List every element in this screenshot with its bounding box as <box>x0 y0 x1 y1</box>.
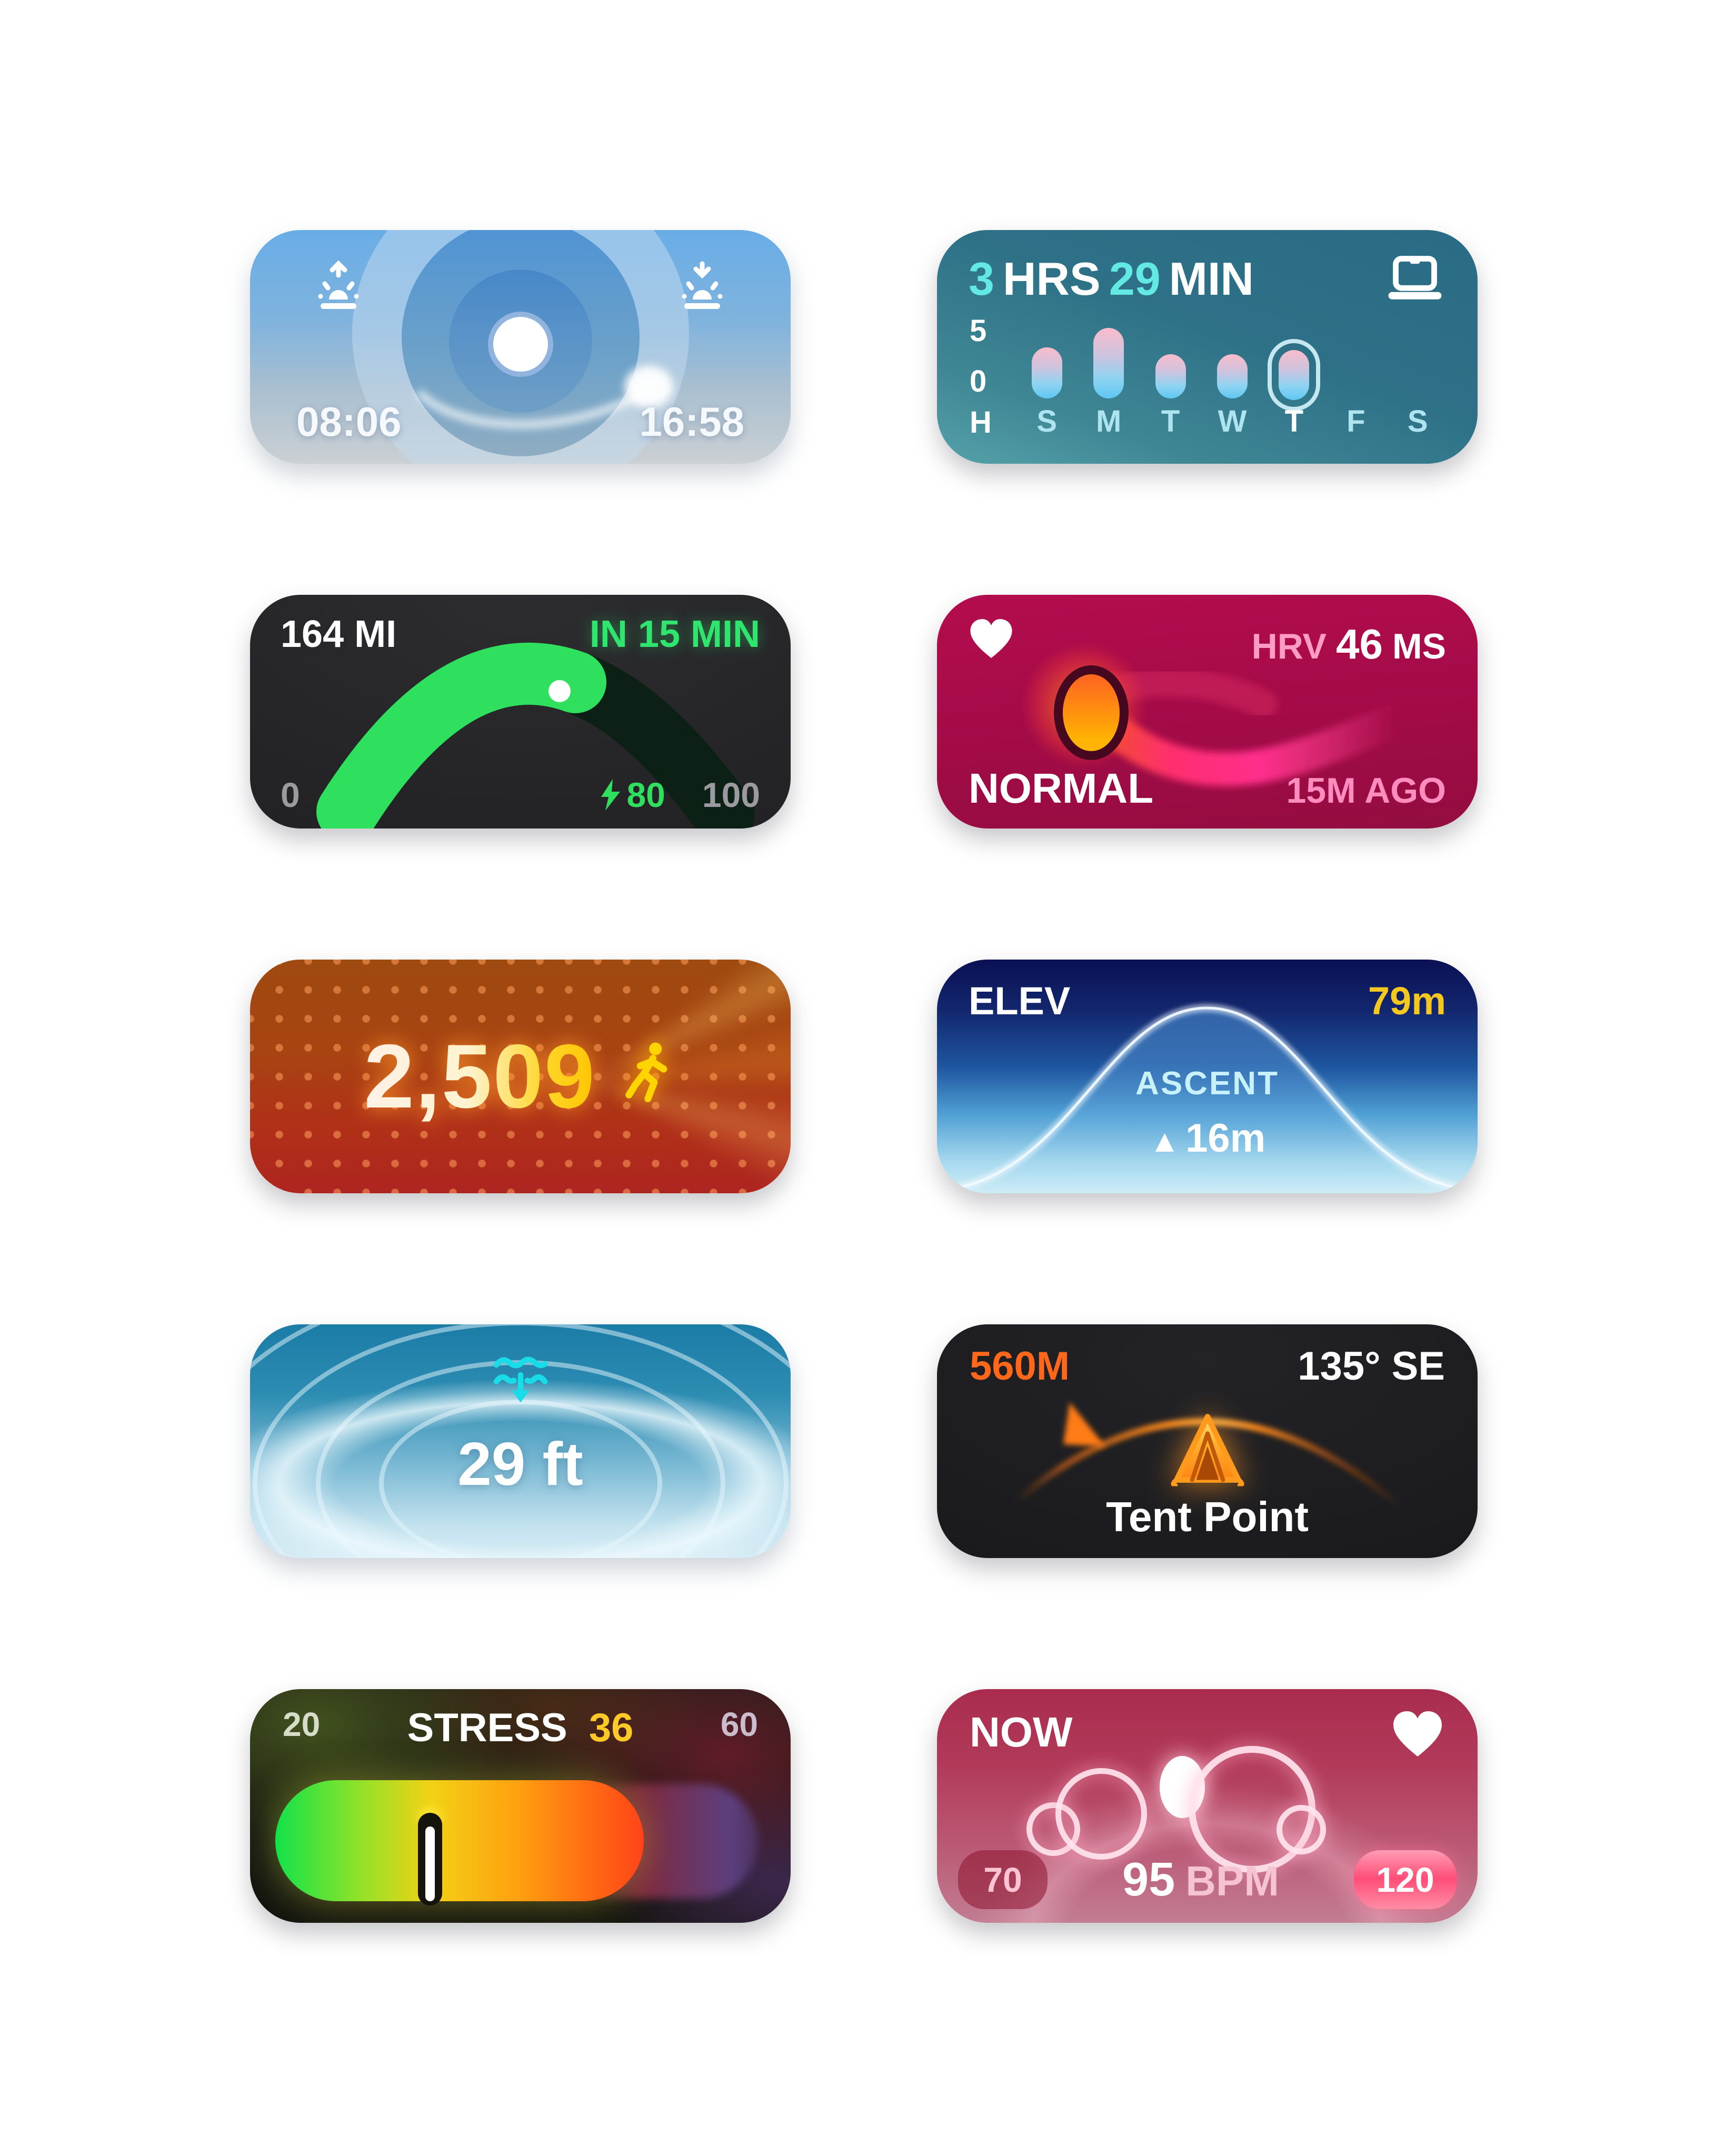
range-gauge-arc <box>316 642 755 829</box>
hrv-widget[interactable]: HRV 46 MS NORMAL 15M AGO <box>937 595 1478 829</box>
screen-time-col <box>1263 292 1325 411</box>
hrv-value: 46 <box>1336 621 1383 667</box>
hrv-unit: MS <box>1392 626 1446 666</box>
heart-rate-value: 95 <box>1122 1853 1175 1906</box>
screen-time-col <box>1387 292 1449 398</box>
stress-slider-handle[interactable] <box>425 1826 435 1901</box>
depth-value: 29 ft <box>457 1430 583 1498</box>
heart-icon <box>1391 1710 1444 1761</box>
hrv-updated: 15M AGO <box>1286 771 1446 811</box>
stress-widget[interactable]: 20 60 STRESS 36 <box>250 1689 791 1923</box>
screen-time-col <box>1078 292 1139 398</box>
minutes-value: 29 <box>1109 253 1161 305</box>
y-axis-top-label: 5 <box>970 314 987 348</box>
runner-icon <box>614 1041 677 1113</box>
tent-icon <box>1165 1412 1250 1489</box>
water-depth-widget[interactable]: 29 ft <box>250 1324 791 1558</box>
hours-unit: HRS <box>1002 253 1101 305</box>
range-distance: 164 MI <box>281 613 397 655</box>
screen-time-day-label: M <box>1095 404 1122 438</box>
y-axis-unit-label: H <box>970 405 992 440</box>
screen-time-day-label: S <box>1036 404 1058 438</box>
bolt-icon <box>601 779 621 811</box>
sunrise-time: 08:06 <box>296 398 402 445</box>
screen-time-col <box>1140 292 1201 398</box>
ascent-value-row: ▲ 16m <box>937 1115 1478 1161</box>
heart-rate-unit: BPM <box>1185 1857 1279 1904</box>
waypoint-widget[interactable]: 560M 135° SE Tent Point <box>937 1324 1478 1558</box>
pulse-bubble <box>1277 1805 1326 1854</box>
screen-time-day-label: S <box>1407 404 1428 438</box>
sun-dot <box>487 312 553 377</box>
screen-time-title: 3 HRS 29 MIN <box>969 252 1254 306</box>
waypoint-distance: 560M <box>970 1344 1070 1389</box>
screen-time-day-label: T <box>1161 404 1180 438</box>
screen-time-day-label: F <box>1347 404 1365 438</box>
waypoint-name: Tent Point <box>1105 1493 1309 1540</box>
stress-value: 36 <box>589 1705 634 1750</box>
screen-time-bar <box>1217 354 1248 398</box>
elevation-value: 79m <box>1368 979 1446 1023</box>
ascent-label: ASCENT <box>1135 1065 1279 1102</box>
pulse-bubble <box>1055 1768 1147 1860</box>
stress-min-label: 20 <box>283 1705 321 1743</box>
heart-rate-max: 120 <box>1376 1860 1434 1899</box>
gauge-max-label: 100 <box>702 775 760 814</box>
range-eta: IN 15 MIN <box>589 613 760 655</box>
y-axis-bottom-label: 0 <box>970 364 987 398</box>
heart-rate-min: 70 <box>983 1860 1022 1899</box>
water-depth-icon <box>487 1352 554 1421</box>
heart-rate-min-badge: 70 <box>958 1850 1048 1909</box>
stress-max-label: 60 <box>720 1705 758 1743</box>
ascent-triangle-icon: ▲ <box>1149 1123 1181 1159</box>
charge-group: 80 <box>599 775 665 815</box>
screen-time-bar <box>1279 350 1310 400</box>
heart-rate-period: NOW <box>970 1709 1073 1755</box>
screen-time-bar <box>1031 347 1062 398</box>
elevation-curve <box>937 1003 1478 1193</box>
light-rays <box>250 960 791 1193</box>
hrv-metric-label: HRV <box>1251 626 1327 666</box>
stress-title: STRESS 36 <box>250 1705 791 1751</box>
screen-time-day-label: W <box>1218 404 1247 438</box>
screen-time-col <box>1325 292 1387 398</box>
heart-icon <box>969 618 1014 663</box>
hours-value: 3 <box>969 253 994 305</box>
daylight-swoosh <box>416 366 673 428</box>
screen-time-bar <box>1093 328 1124 398</box>
elevation-label: ELEV <box>969 979 1071 1023</box>
heart-rate-max-badge: 120 <box>1353 1850 1457 1909</box>
sunset-icon <box>676 261 729 316</box>
minutes-unit: MIN <box>1169 253 1254 305</box>
waypoint-bearing: 135° SE <box>1298 1344 1445 1389</box>
stress-scale-bar <box>275 1780 644 1901</box>
charge-percent: 80 <box>626 775 665 814</box>
step-count: 2,509 <box>364 1024 595 1129</box>
screen-time-chart <box>1016 292 1449 411</box>
hrv-status: NORMAL <box>969 765 1154 812</box>
heart-rate-current: 95 BPM <box>1122 1853 1279 1907</box>
heart-rate-widget[interactable]: NOW 70 95 BPM 120 <box>937 1689 1478 1923</box>
hrv-indicator-dot <box>1054 665 1129 760</box>
screen-time-col <box>1016 292 1078 398</box>
sunrise-icon <box>312 260 365 316</box>
steps-widget[interactable]: 2,509 <box>250 960 791 1193</box>
sunset-time: 16:58 <box>639 398 745 445</box>
active-day-ring <box>1268 339 1321 411</box>
ev-range-widget[interactable]: 164 MI IN 15 MIN 0 80 100 <box>250 595 791 829</box>
gauge-min-label: 0 <box>281 775 300 814</box>
screen-time-widget[interactable]: 3 HRS 29 MIN 5 0 H S M T W T F S <box>937 230 1478 464</box>
bearing-arrow <box>1063 1402 1105 1446</box>
screen-time-day-label: T <box>1284 404 1304 438</box>
ascent-value: 16m <box>1185 1116 1266 1161</box>
elevation-widget[interactable]: ELEV 79m ASCENT ▲ 16m <box>937 960 1478 1193</box>
laptop-icon <box>1384 254 1446 305</box>
daylight-widget[interactable]: 08:06 16:58 <box>250 230 791 464</box>
screen-time-col <box>1201 292 1263 398</box>
screen-time-bar <box>1155 354 1186 398</box>
stress-label: STRESS <box>407 1705 567 1750</box>
